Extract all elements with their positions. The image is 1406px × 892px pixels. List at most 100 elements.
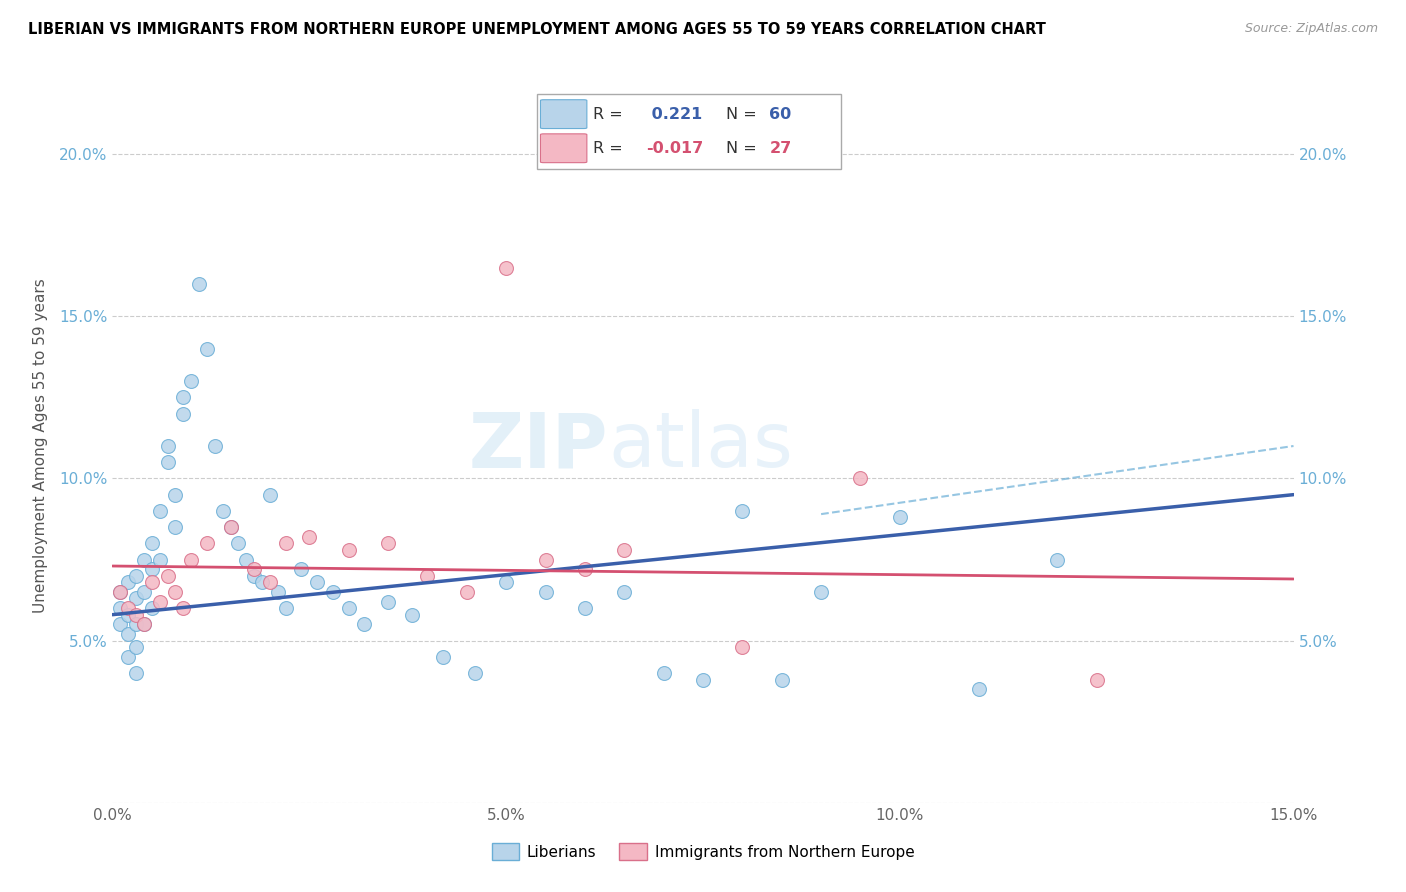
Point (235, 552, 257, 566)
Point (337, 601, 360, 615)
Point (243, 568, 266, 582)
Point (1085, 673, 1108, 687)
Point (149, 552, 172, 566)
Point (211, 504, 233, 518)
Point (810, 585, 832, 599)
Point (377, 595, 399, 609)
Text: 27: 27 (769, 141, 792, 156)
Text: Source: ZipAtlas.com: Source: ZipAtlas.com (1244, 22, 1378, 36)
Point (195, 342, 218, 356)
Point (110, 585, 132, 599)
Point (274, 601, 297, 615)
Point (495, 260, 517, 275)
Point (849, 471, 872, 485)
Point (259, 575, 281, 590)
Point (165, 488, 187, 502)
Point (180, 374, 202, 388)
Point (125, 607, 148, 622)
Point (534, 585, 557, 599)
Point (180, 552, 202, 566)
Text: LIBERIAN VS IMMIGRANTS FROM NORTHERN EUROPE UNEMPLOYMENT AMONG AGES 55 TO 59 YEA: LIBERIAN VS IMMIGRANTS FROM NORTHERN EUR… (28, 22, 1046, 37)
Point (132, 552, 155, 566)
Point (322, 585, 344, 599)
Point (188, 277, 211, 291)
Point (156, 439, 179, 453)
Point (117, 607, 139, 622)
Text: N =: N = (725, 107, 756, 121)
Point (125, 617, 148, 632)
Text: N =: N = (725, 141, 756, 156)
Point (165, 585, 187, 599)
Text: atlas: atlas (609, 409, 793, 483)
Point (117, 627, 139, 641)
Point (117, 575, 139, 590)
Point (967, 682, 990, 697)
Point (495, 575, 517, 590)
Point (172, 390, 194, 404)
Point (141, 601, 163, 615)
Point (731, 640, 754, 654)
Point (125, 640, 148, 654)
FancyBboxPatch shape (540, 134, 586, 162)
Point (204, 439, 226, 453)
FancyBboxPatch shape (537, 95, 841, 169)
Point (337, 542, 360, 557)
Text: -0.017: -0.017 (645, 141, 703, 156)
Point (307, 575, 329, 590)
Point (149, 595, 172, 609)
Text: R =: R = (593, 141, 623, 156)
Point (574, 562, 596, 576)
Point (250, 575, 273, 590)
Point (110, 585, 132, 599)
Point (889, 510, 911, 524)
Point (172, 407, 194, 421)
Y-axis label: Unemployment Among Ages 55 to 59 years: Unemployment Among Ages 55 to 59 years (34, 278, 48, 614)
Point (132, 585, 155, 599)
Point (156, 455, 179, 469)
Point (219, 520, 242, 534)
Point (534, 552, 557, 566)
Point (149, 504, 172, 518)
Point (219, 520, 242, 534)
Text: 60: 60 (769, 107, 792, 121)
Point (141, 562, 163, 576)
Point (132, 617, 155, 632)
Text: 0.221: 0.221 (645, 107, 702, 121)
Point (125, 591, 148, 606)
Point (574, 601, 596, 615)
Point (464, 666, 486, 681)
Point (692, 673, 714, 687)
Point (141, 536, 163, 550)
Point (770, 673, 793, 687)
Point (401, 607, 423, 622)
Point (259, 488, 281, 502)
Point (117, 649, 139, 664)
Legend: Liberians, Immigrants from Northern Europe: Liberians, Immigrants from Northern Euro… (485, 837, 921, 866)
Point (432, 649, 454, 664)
Point (125, 568, 148, 582)
Point (110, 601, 132, 615)
Text: ZIP: ZIP (470, 409, 609, 483)
Point (731, 504, 754, 518)
Point (172, 601, 194, 615)
Point (110, 617, 132, 632)
Point (141, 575, 163, 590)
Point (125, 666, 148, 681)
Point (353, 617, 375, 632)
Point (1046, 552, 1069, 566)
Point (274, 536, 297, 550)
Point (195, 536, 218, 550)
Text: R =: R = (593, 107, 623, 121)
Point (298, 530, 321, 544)
Point (132, 617, 155, 632)
Point (377, 536, 399, 550)
Point (267, 585, 290, 599)
Point (613, 542, 636, 557)
Point (652, 666, 675, 681)
Point (456, 585, 478, 599)
Point (228, 536, 250, 550)
Point (613, 585, 636, 599)
Point (165, 520, 187, 534)
Point (243, 562, 266, 576)
Point (416, 568, 439, 582)
